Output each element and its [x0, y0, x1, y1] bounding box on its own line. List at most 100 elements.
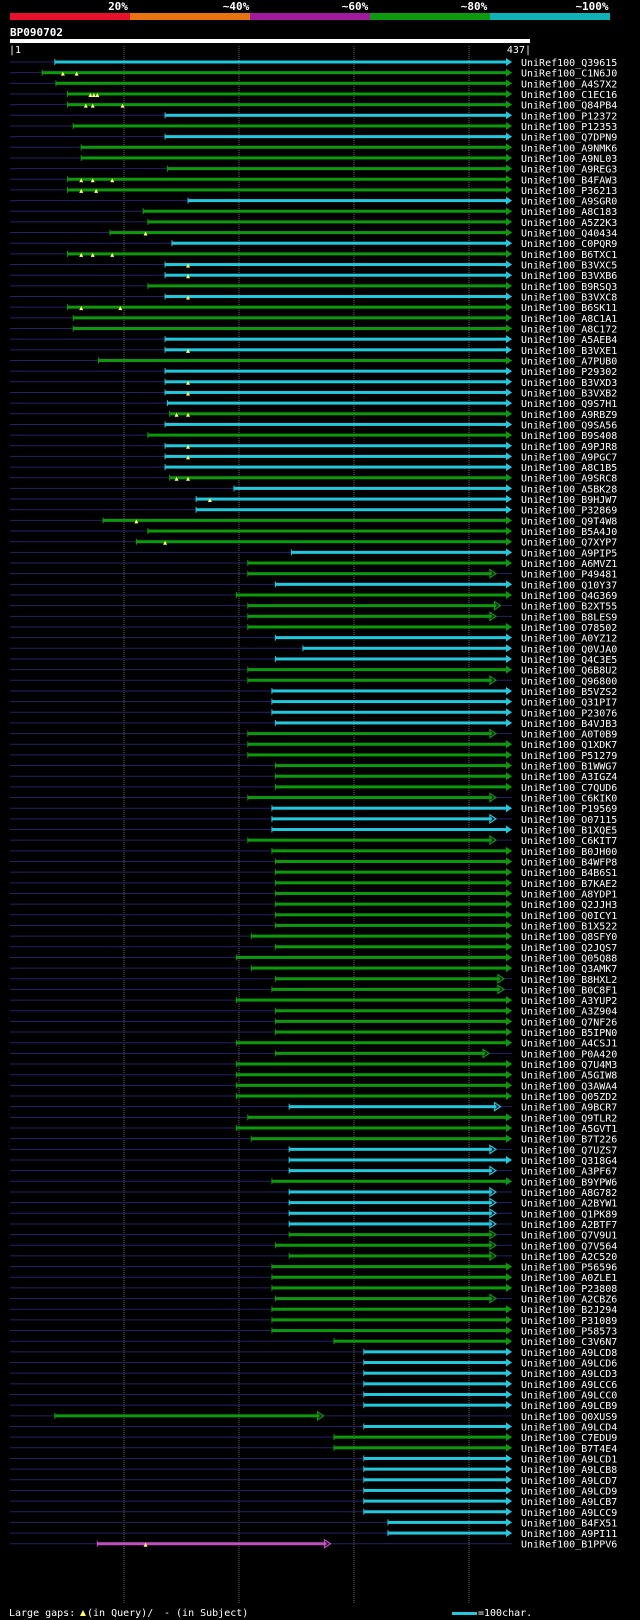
hit-row[interactable]: UniRef100_C6KIT7 — [10, 835, 617, 847]
hit-label[interactable]: UniRef100_A5BK28 — [521, 484, 617, 495]
hit-label[interactable]: UniRef100_A9LCC0 — [521, 1391, 617, 1402]
hit-row[interactable]: UniRef100_B4WFP8 — [10, 857, 617, 869]
hit-row[interactable]: UniRef100_Q3AMK7 — [10, 964, 617, 975]
hit-row[interactable]: UniRef100_Q96800 — [10, 675, 617, 687]
hit-label[interactable]: UniRef100_Q9TLR2 — [521, 1113, 617, 1124]
hit-row[interactable]: UniRef100_B4B6S1 — [10, 868, 617, 879]
hit-label[interactable]: UniRef100_C1EC16 — [521, 90, 617, 101]
hit-label[interactable]: UniRef100_P0A420 — [521, 1049, 617, 1060]
hit-label[interactable]: UniRef100_Q05ZD2 — [521, 1092, 617, 1103]
hit-label[interactable]: UniRef100_A6MVZ1 — [521, 559, 617, 570]
hit-label[interactable]: UniRef100_B9YPW6 — [521, 1177, 617, 1188]
hit-label[interactable]: UniRef100_Q6B8U2 — [521, 666, 617, 677]
hit-row[interactable]: UniRef100_A9PIP5 — [10, 548, 617, 559]
hit-label[interactable]: UniRef100_C6KIT7 — [521, 836, 617, 847]
hit-label[interactable]: UniRef100_A5GVT1 — [521, 1124, 617, 1135]
hit-label[interactable]: UniRef100_Q40434 — [521, 229, 617, 240]
hit-row[interactable]: UniRef100_Q7V564 — [10, 1240, 617, 1252]
hit-label[interactable]: UniRef100_C3V6N7 — [521, 1337, 617, 1348]
hit-row[interactable]: UniRef100_A9PJR8 — [10, 441, 617, 453]
hit-row[interactable]: UniRef100_P23076 — [10, 708, 617, 719]
hit-row[interactable]: UniRef100_Q318G4 — [10, 1155, 617, 1167]
hit-row[interactable]: UniRef100_A9LCD7 — [10, 1475, 617, 1487]
hit-row[interactable]: UniRef100_A9PI11 — [10, 1529, 617, 1540]
hit-label[interactable]: UniRef100_A9NMK6 — [521, 143, 617, 154]
hit-row[interactable]: UniRef100_Q7U4M3 — [10, 1060, 617, 1071]
hit-row[interactable]: UniRef100_Q7UZS7 — [10, 1144, 617, 1156]
hit-label[interactable]: UniRef100_A9LCC6 — [521, 1380, 617, 1391]
hit-row[interactable]: UniRef100_B7KAE2 — [10, 878, 617, 890]
hit-label[interactable]: UniRef100_Q2JJH3 — [521, 900, 617, 911]
hit-row[interactable]: UniRef100_A8C1B5 — [10, 463, 617, 474]
hit-row[interactable]: UniRef100_B7T4E4 — [10, 1443, 617, 1455]
hit-label[interactable]: UniRef100_A0T0B9 — [521, 730, 617, 741]
hit-row[interactable]: UniRef100_A4S7X2 — [10, 79, 617, 90]
hit-label[interactable]: UniRef100_A9PI11 — [521, 1529, 617, 1540]
hit-row[interactable]: UniRef100_C7EDU9 — [10, 1433, 617, 1444]
hit-label[interactable]: UniRef100_Q31PI7 — [521, 698, 617, 709]
hit-row[interactable]: UniRef100_B9S408 — [10, 431, 617, 442]
hit-label[interactable]: UniRef100_B6SK11 — [521, 303, 617, 314]
hit-label[interactable]: UniRef100_A9LCD8 — [521, 1348, 617, 1359]
hit-label[interactable]: UniRef100_A5AEB4 — [521, 335, 617, 346]
hit-label[interactable]: UniRef100_C6KIK0 — [521, 794, 617, 805]
hit-label[interactable]: UniRef100_Q84PB4 — [521, 101, 617, 112]
hit-label[interactable]: UniRef100_Q1XDK7 — [521, 740, 617, 751]
hit-label[interactable]: UniRef100_Q9S7H1 — [521, 399, 617, 410]
hit-row[interactable]: UniRef100_Q6B8U2 — [10, 665, 617, 677]
hit-row[interactable]: UniRef100_A6MVZ1 — [10, 559, 617, 570]
hit-label[interactable]: UniRef100_B5A4J0 — [521, 527, 617, 538]
hit-row[interactable]: UniRef100_A2C520 — [10, 1250, 617, 1263]
hit-label[interactable]: UniRef100_A9LCB9 — [521, 1401, 617, 1412]
hit-label[interactable]: UniRef100_A9REG3 — [521, 165, 617, 176]
hit-label[interactable]: UniRef100_B4WFP8 — [521, 858, 617, 869]
hit-label[interactable]: UniRef100_C1N6J0 — [521, 69, 617, 80]
hit-label[interactable]: UniRef100_Q318G4 — [521, 1156, 617, 1167]
hit-row[interactable]: UniRef100_Q84PB4 — [10, 100, 617, 112]
hit-label[interactable]: UniRef100_Q2JQS7 — [521, 943, 617, 954]
hit-row[interactable]: UniRef100_Q1XDK7 — [10, 740, 617, 751]
hit-row[interactable]: UniRef100_A9LCB7 — [10, 1497, 617, 1508]
hit-row[interactable]: UniRef100_Q9S7H1 — [10, 399, 617, 410]
hit-label[interactable]: UniRef100_B6TXC1 — [521, 250, 617, 261]
hit-row[interactable]: UniRef100_B1XQE5 — [10, 825, 617, 837]
hit-label[interactable]: UniRef100_B1WWG7 — [521, 762, 617, 773]
hit-row[interactable]: UniRef100_B2J294 — [10, 1305, 617, 1316]
hit-row[interactable]: UniRef100_Q0VJA0 — [10, 644, 617, 655]
hit-row[interactable]: UniRef100_A9LCC0 — [10, 1390, 617, 1402]
hit-row[interactable]: UniRef100_Q9T4W8 — [10, 516, 617, 527]
hit-label[interactable]: UniRef100_B3VXC8 — [521, 293, 617, 304]
hit-label[interactable]: UniRef100_Q7UZS7 — [521, 1145, 617, 1156]
hit-label[interactable]: UniRef100_A8G782 — [521, 1188, 617, 1199]
hit-label[interactable]: UniRef100_A2BTF7 — [521, 1220, 617, 1231]
hit-row[interactable]: UniRef100_P36213 — [10, 185, 617, 197]
hit-label[interactable]: UniRef100_B9RSQ3 — [521, 282, 617, 293]
hit-label[interactable]: UniRef100_P19569 — [521, 804, 617, 815]
hit-row[interactable]: UniRef100_Q31PI7 — [10, 697, 617, 709]
hit-row[interactable]: UniRef100_P0A420 — [10, 1048, 617, 1060]
hit-label[interactable]: UniRef100_Q9SA56 — [521, 420, 617, 431]
hit-label[interactable]: UniRef100_Q0VJA0 — [521, 644, 617, 655]
hit-row[interactable]: UniRef100_A0T0B9 — [10, 728, 617, 741]
hit-label[interactable]: UniRef100_B9HJW7 — [521, 495, 617, 506]
hit-row[interactable]: UniRef100_A7PUB0 — [10, 356, 617, 367]
hit-row[interactable]: UniRef100_Q10Y37 — [10, 580, 617, 591]
hit-label[interactable]: UniRef100_B3VXD3 — [521, 378, 617, 389]
hit-label[interactable]: UniRef100_A9NL03 — [521, 154, 617, 165]
hit-row[interactable]: UniRef100_B1PPV6 — [10, 1538, 617, 1551]
hit-row[interactable]: UniRef100_P12353 — [10, 121, 617, 133]
hit-label[interactable]: UniRef100_A3YUP2 — [521, 996, 617, 1007]
hit-row[interactable]: UniRef100_A9LCD9 — [10, 1486, 617, 1497]
hit-row[interactable]: UniRef100_B7T226 — [10, 1134, 617, 1146]
hit-row[interactable]: UniRef100_Q05ZD2 — [10, 1092, 617, 1103]
hit-row[interactable]: UniRef100_B4FAW3 — [10, 175, 617, 186]
hit-row[interactable]: UniRef100_A3Z904 — [10, 1006, 617, 1018]
hit-row[interactable]: UniRef100_Q9SA56 — [10, 420, 617, 431]
hit-label[interactable]: UniRef100_B4B6S1 — [521, 868, 617, 879]
hit-label[interactable]: UniRef100_P23808 — [521, 1284, 617, 1295]
hit-label[interactable]: UniRef100_P36213 — [521, 186, 617, 197]
hit-label[interactable]: UniRef100_A0YZ12 — [521, 634, 617, 645]
hit-label[interactable]: UniRef100_Q4G369 — [521, 591, 617, 602]
hit-row[interactable]: UniRef100_A3IGZ4 — [10, 772, 617, 783]
hit-row[interactable]: UniRef100_B1WWG7 — [10, 761, 617, 773]
